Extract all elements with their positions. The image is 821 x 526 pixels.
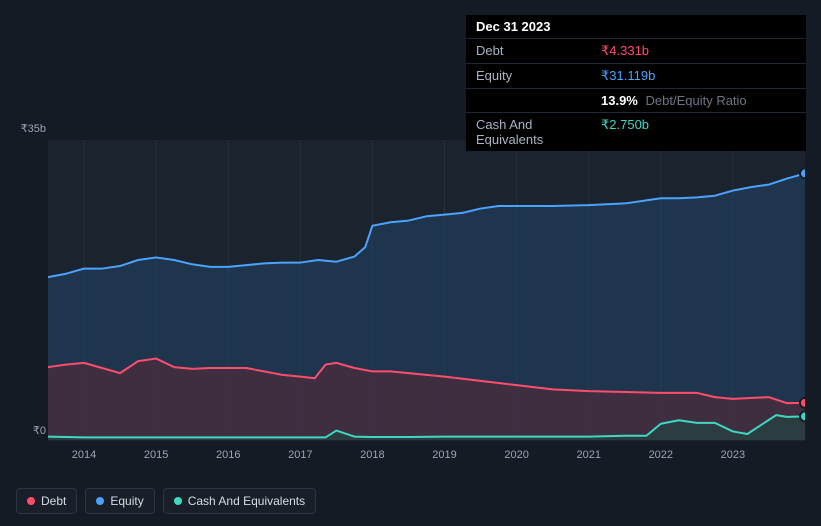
- legend-item-equity[interactable]: Equity: [85, 488, 154, 514]
- tooltip-row-cash: Cash And Equivalents ₹2.750b: [466, 113, 806, 151]
- tooltip-label: Cash And Equivalents: [476, 117, 601, 147]
- legend-label: Equity: [110, 494, 143, 508]
- svg-text:2019: 2019: [432, 449, 456, 461]
- legend-item-debt[interactable]: Debt: [16, 488, 77, 514]
- legend-label: Cash And Equivalents: [188, 494, 305, 508]
- tooltip-row-equity: Equity ₹31.119b: [466, 64, 806, 89]
- tooltip-date: Dec 31 2023: [476, 19, 550, 34]
- svg-text:2021: 2021: [576, 449, 600, 461]
- tooltip-label: Equity: [476, 68, 601, 84]
- chart-svg: 2014 2015 2016 2017 2018 2019 2020 2021 2022 2023: [16, 120, 805, 480]
- legend-item-cash[interactable]: Cash And Equivalents: [163, 488, 316, 514]
- legend-label: Debt: [41, 494, 66, 508]
- svg-text:2015: 2015: [144, 449, 168, 461]
- legend-dot-icon: [174, 497, 182, 505]
- area-chart[interactable]: ₹35b ₹0 2014 2015 2016 2017 2018 2019 2020 2021…: [16, 120, 805, 480]
- tooltip-value: ₹4.331b: [601, 43, 649, 59]
- tooltip-row-ratio: 13.9% Debt/Equity Ratio: [466, 89, 806, 113]
- svg-text:2017: 2017: [288, 449, 312, 461]
- tooltip-label: Debt: [476, 43, 601, 59]
- chart-tooltip: Dec 31 2023 Debt ₹4.331b Equity ₹31.119b…: [466, 15, 806, 151]
- legend-dot-icon: [96, 497, 104, 505]
- y-axis-label: ₹0: [16, 424, 46, 437]
- svg-text:2022: 2022: [649, 449, 673, 461]
- svg-text:2016: 2016: [216, 449, 240, 461]
- tooltip-value: 13.9%: [601, 93, 638, 108]
- y-axis-label: ₹35b: [16, 122, 46, 135]
- tooltip-value: ₹2.750b: [601, 117, 649, 147]
- svg-text:2014: 2014: [72, 449, 96, 461]
- chart-legend: Debt Equity Cash And Equivalents: [16, 488, 316, 514]
- tooltip-value: ₹31.119b: [601, 68, 655, 84]
- tooltip-suffix: Debt/Equity Ratio: [646, 93, 747, 108]
- tooltip-date-row: Dec 31 2023: [466, 15, 806, 39]
- svg-text:2023: 2023: [721, 449, 745, 461]
- legend-dot-icon: [27, 497, 35, 505]
- svg-text:2020: 2020: [504, 449, 528, 461]
- svg-text:2018: 2018: [360, 449, 384, 461]
- tooltip-row-debt: Debt ₹4.331b: [466, 39, 806, 64]
- tooltip-label: [476, 93, 601, 108]
